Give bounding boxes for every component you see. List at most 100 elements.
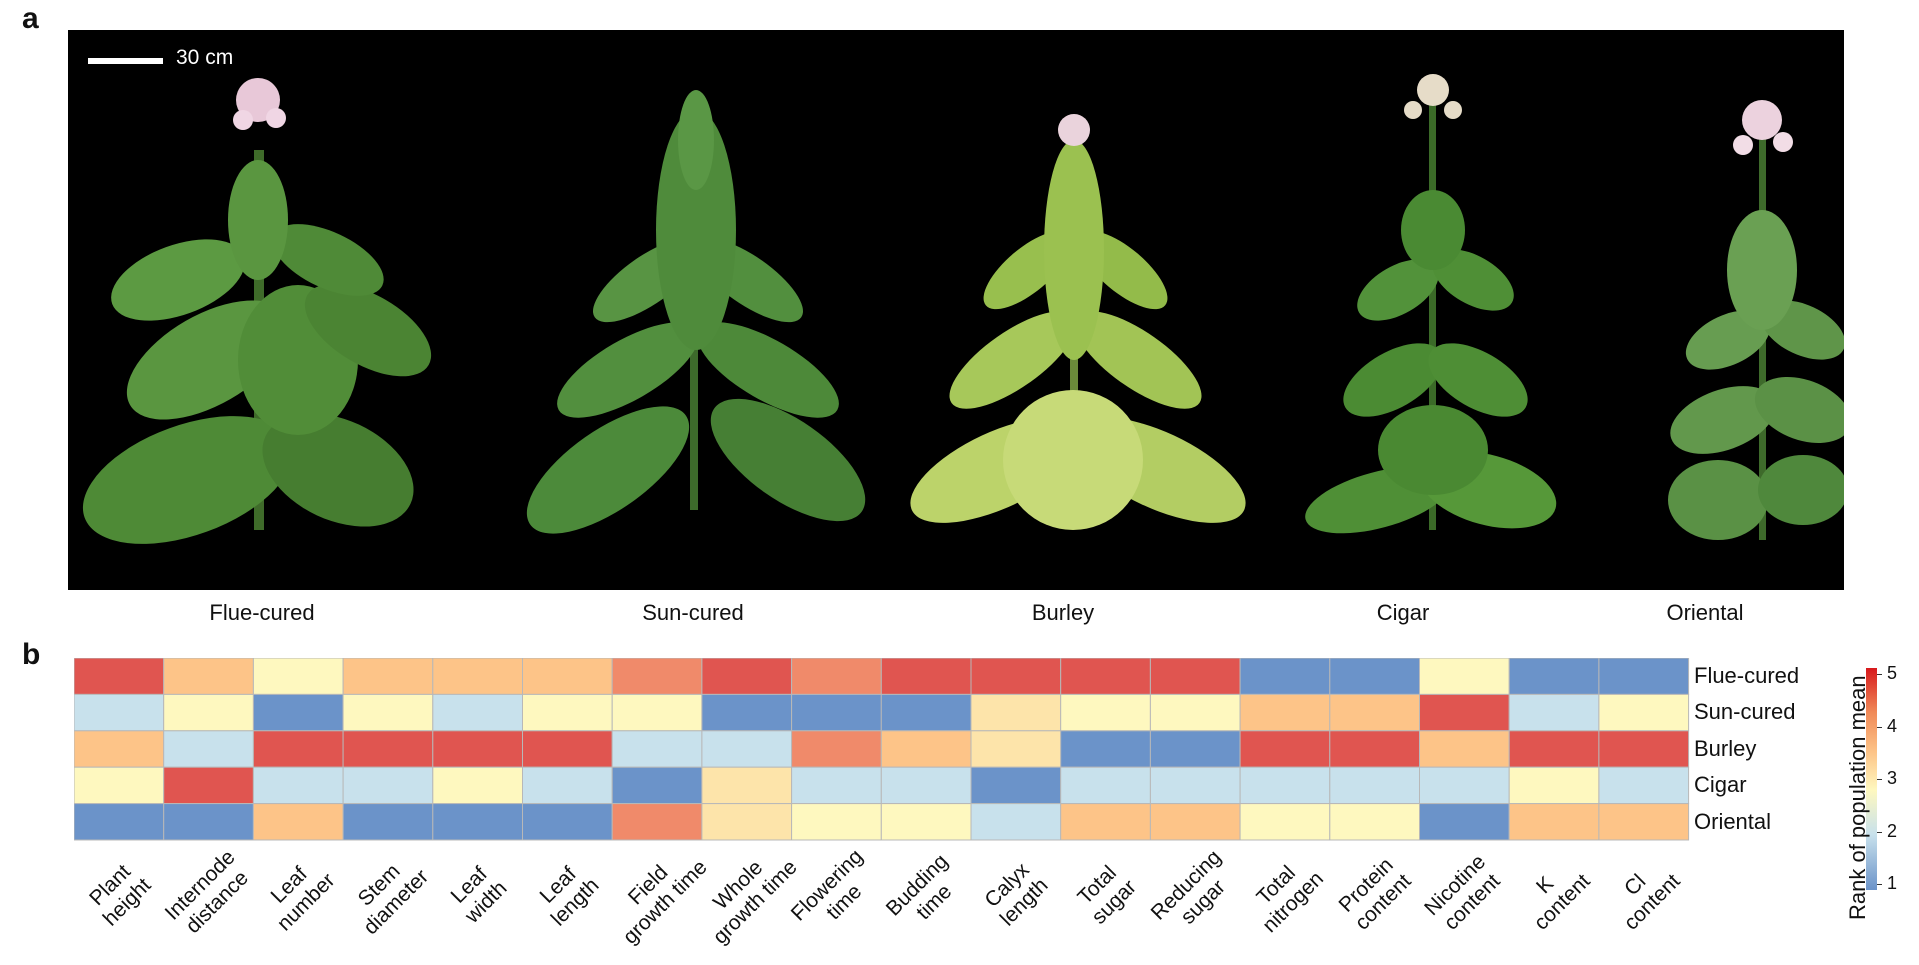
colorbar-tick-label: 4 [1887,715,1898,736]
heatmap-cell [1149,730,1241,768]
heatmap-cell [611,693,703,732]
heatmap-cell [1149,766,1241,805]
heatmap-cell [970,803,1062,841]
plant-label-flue-cured: Flue-cured [209,600,315,625]
heatmap-column-label: Whole growth time [708,855,802,949]
heatmap-cell [1060,658,1151,695]
heatmap-cell [1060,730,1151,768]
heatmap-cell [1329,766,1421,805]
heatmap-cell [1239,693,1331,732]
heatmap-cell [1149,803,1241,841]
heatmap-cell [1598,803,1690,841]
heatmap-cell [611,730,703,768]
heatmap-column-label: Nicotine content [1420,850,1505,935]
heatmap-cell [432,693,523,732]
heatmap-cell [1508,693,1600,732]
heatmap-cell [163,693,254,732]
heatmap-cell [791,730,882,768]
colorbar-tick-label: 5 [1887,663,1898,683]
heatmap-column-label: Leaf length [535,862,604,931]
heatmap-cell [163,803,254,841]
heatmap-column-label: Budding time [881,849,957,925]
heatmap-cell [701,730,793,768]
heatmap-cell [342,658,434,695]
heatmap-cell [701,658,793,695]
heatmap-cell [1149,693,1241,732]
colorbar [1866,668,1877,890]
heatmap-column-label: Leaf width [446,862,512,928]
heatmap-cell [791,693,882,732]
colorbar-tick-label: 1 [1887,873,1898,893]
heatmap-cell [791,803,882,841]
heatmap-row-label: Sun-cured [1694,699,1796,725]
heatmap-cell [701,803,793,841]
plant-photograph: 30 cm [68,30,1844,590]
heatmap-cell [1329,730,1421,768]
heatmap-cell [791,766,882,805]
heatmap-cell [342,730,434,768]
heatmap-cell [880,730,972,768]
heatmap-cell [970,693,1062,732]
heatmap-cell [1060,803,1151,841]
heatmap-cell [1508,803,1600,841]
heatmap-cell [432,730,523,768]
heatmap-cell [1508,766,1600,805]
heatmap-cell [1508,730,1600,768]
heatmap-cell [970,730,1062,768]
heatmap-cell [252,693,344,732]
heatmap-cell [163,730,254,768]
heatmap-cell [1598,730,1690,768]
scale-bar [88,58,163,64]
heatmap-cell [522,803,613,841]
burley-plant [910,114,1246,530]
colorbar-tick-label: 2 [1887,820,1898,841]
plant-illustrations [82,74,1844,544]
colorbar-tick [1877,779,1882,780]
oriental-plant [1668,100,1844,540]
heatmap-cell [970,766,1062,805]
heatmap-cell [522,730,613,768]
colorbar-tick-label: 3 [1887,768,1898,788]
heatmap-column-label: Field growth time [618,855,712,949]
heatmap-cell [252,658,344,695]
heatmap-column-label: Leaf number [266,862,340,936]
colorbar-title: Rank of population mean [1845,675,1870,920]
panel-label-a: a [22,2,39,35]
heatmap-column-label: Stem diameter [353,859,434,940]
heatmap-cell [701,766,793,805]
heatmap-cell [74,730,165,768]
heatmap-row-label: Flue-cured [1694,663,1800,688]
plant-label-sun-cured: Sun-cured [642,600,744,625]
heatmap-column-label: Internode distance [160,845,253,938]
heatmap-cell [1508,658,1600,695]
heatmap-cell [1329,693,1421,732]
heatmap-column-label: Total sugar [1072,861,1141,929]
panel-label-b: b [22,638,41,671]
heatmap-cell [1329,803,1421,841]
heatmap-cell [432,658,523,695]
heatmap-cell [1419,658,1510,695]
heatmap-row-label: Oriental [1694,808,1772,834]
heatmap-column-label: Protein content [1334,853,1416,935]
heatmap-cell [163,766,254,805]
colorbar-tick [1877,674,1882,675]
heatmap-cell [522,693,613,732]
heatmap-cell [1598,766,1690,805]
flue-cured-plant [82,78,432,544]
heatmap-cell [880,693,972,732]
heatmap-cell [611,803,703,841]
heatmap-cell [163,658,254,695]
heatmap-cell [252,803,344,841]
scale-bar-label: 30 cm [176,46,234,69]
heatmap-cell [342,693,434,732]
heatmap-cell [880,766,972,805]
heatmap-cell [791,658,882,695]
heatmap-cell [611,658,703,695]
heatmap-cell [1239,658,1331,695]
heatmap-row-label: Cigar [1694,772,1747,798]
heatmap-cell [74,658,165,695]
heatmap-cell [342,766,434,805]
heatmap-cell [1060,693,1151,732]
heatmap-cell [880,803,972,841]
cigar-plant [1305,74,1557,534]
